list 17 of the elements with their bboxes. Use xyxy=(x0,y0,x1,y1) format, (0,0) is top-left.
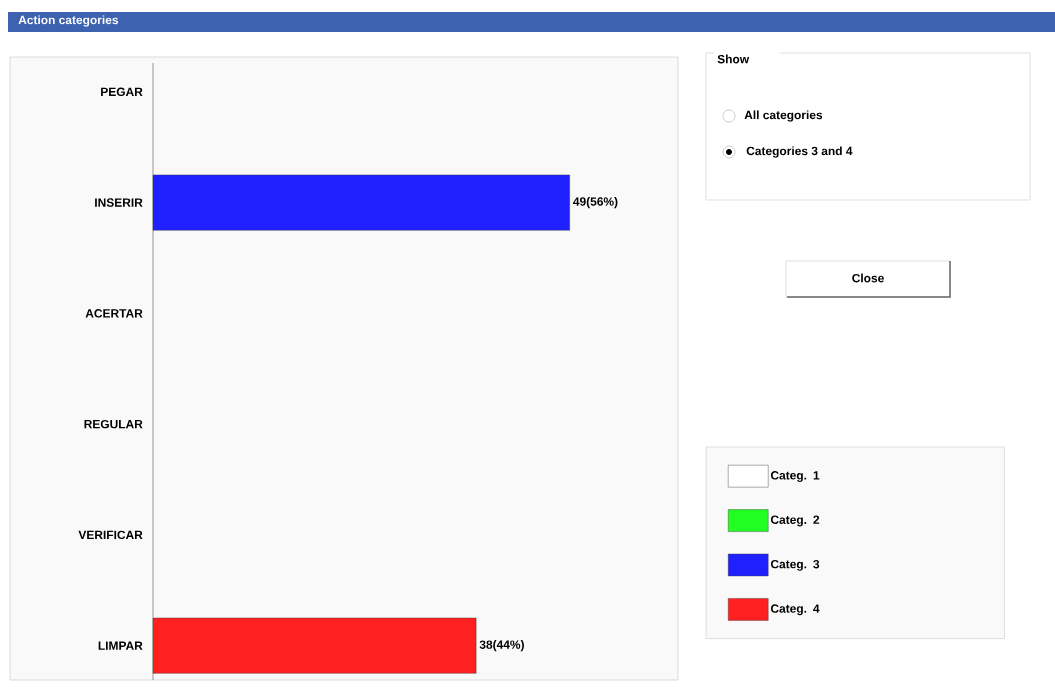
chart-title: Action categories xyxy=(18,15,119,27)
data-label: 49(56%) xyxy=(573,197,618,209)
legend-label: Categ. 2 xyxy=(770,515,820,527)
legend-label: Categ. 1 xyxy=(770,471,820,482)
text: Categories 3 and 4 xyxy=(746,146,853,158)
text: Show xyxy=(717,54,750,64)
y-tick-label: INSERIR xyxy=(95,198,143,207)
y-tick-label: REGULAR xyxy=(84,419,143,429)
y-tick-label: PEGAR xyxy=(101,87,143,97)
text: Close xyxy=(852,273,884,283)
legend-label: Categ. 3 xyxy=(770,559,820,571)
y-tick-label: LIMPAR xyxy=(98,641,143,650)
y-tick-label: ACERTAR xyxy=(85,309,143,318)
y-tick-label: VERIFICAR xyxy=(78,530,143,540)
legend-label: Categ. 4 xyxy=(770,604,820,616)
text: All categories xyxy=(744,110,823,122)
data-label: 38(44%) xyxy=(479,640,524,652)
